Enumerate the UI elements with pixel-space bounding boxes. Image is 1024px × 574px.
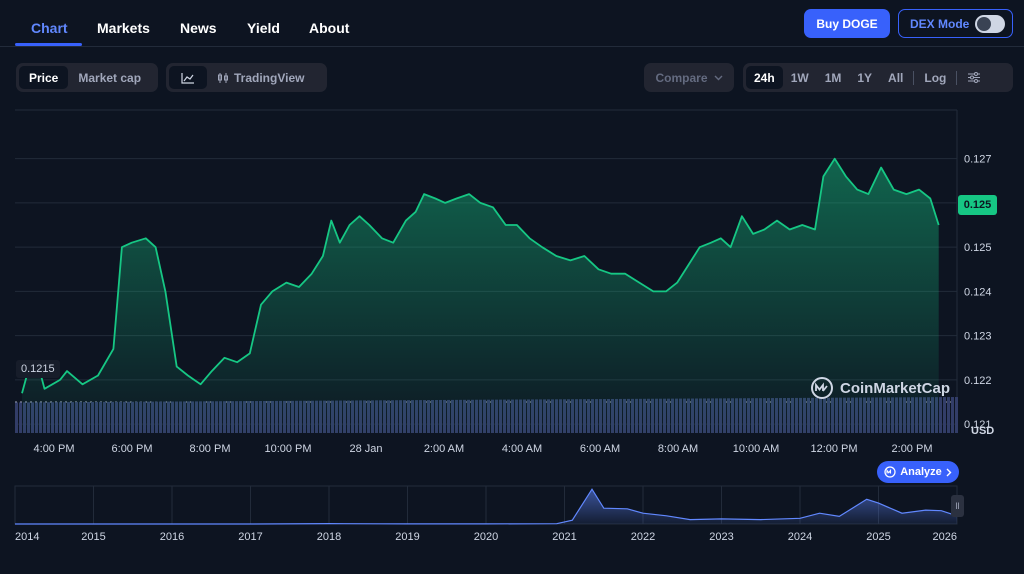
x-tick-label: 12:00 PM (810, 443, 857, 455)
mini-x-tick-label: 2015 (81, 531, 105, 543)
x-tick-label: 4:00 PM (34, 443, 75, 455)
volume-bar (955, 397, 958, 433)
mini-line (15, 488, 958, 525)
y-tick-label: 0.125 (964, 242, 992, 254)
top-navigation: Chart Markets News Yield About Buy DOGE … (0, 0, 1024, 47)
line-chart-button[interactable] (169, 66, 207, 89)
chevron-down-icon (714, 75, 722, 80)
time-range-selector: 24h 1W 1M 1Y All Log (743, 63, 1013, 92)
dex-mode-toggle[interactable]: DEX Mode (898, 9, 1013, 38)
x-tick-label: 2:00 PM (892, 443, 933, 455)
analyze-label: Analyze (900, 466, 942, 478)
mini-x-tick-label: 2020 (474, 531, 498, 543)
volume-bar (15, 402, 18, 433)
volume-bar (19, 402, 22, 433)
volume-bar (951, 397, 954, 433)
coinmarketcap-logo-icon (884, 466, 896, 478)
range-24h[interactable]: 24h (746, 66, 783, 89)
x-tick-label: 2:00 AM (424, 443, 464, 455)
coinmarketcap-watermark: CoinMarketCap (810, 376, 950, 400)
mini-x-tick-label: 2026 (933, 531, 957, 543)
mini-x-tick-label: 2024 (788, 531, 812, 543)
line-chart-icon (181, 72, 194, 84)
y-tick-label: 0.127 (964, 154, 992, 166)
range-1w[interactable]: 1W (790, 70, 809, 85)
x-tick-label: 10:00 PM (264, 443, 311, 455)
y-tick-label: 0.123 (964, 331, 992, 343)
mini-x-tick-label: 2022 (631, 531, 655, 543)
analyze-button[interactable]: Analyze (877, 461, 959, 483)
log-scale-button[interactable]: Log (924, 70, 947, 85)
price-marketcap-toggle: Price Market cap (16, 63, 158, 92)
open-price-tag: 0.1215 (16, 360, 60, 378)
mini-x-tick-label: 2016 (160, 531, 184, 543)
price-option[interactable]: Price (19, 66, 69, 89)
tradingview-label: TradingView (234, 70, 305, 85)
range-drag-handle[interactable]: ll (951, 495, 964, 517)
chart-style-toggle: TradingView (166, 63, 327, 92)
market-cap-option[interactable]: Market cap (78, 70, 142, 85)
compare-dropdown[interactable]: Compare (644, 63, 734, 92)
price-area (22, 158, 939, 433)
volume-bar (943, 397, 946, 433)
compare-label: Compare (655, 70, 708, 85)
volume-bar (939, 397, 942, 433)
range-1m[interactable]: 1M (824, 70, 842, 85)
active-tab-indicator (15, 43, 82, 46)
mini-x-tick-label: 2021 (552, 531, 576, 543)
toggle-knob (977, 17, 991, 31)
x-tick-label: 6:00 PM (112, 443, 153, 455)
y-tick-label: 0.124 (964, 286, 992, 298)
x-tick-label: 10:00 AM (733, 443, 779, 455)
x-tick-label: 6:00 AM (580, 443, 620, 455)
mini-x-tick-label: 2025 (866, 531, 890, 543)
coinmarketcap-logo-icon (811, 377, 833, 399)
tab-news[interactable]: News (180, 20, 217, 36)
mini-x-tick-label: 2018 (317, 531, 341, 543)
y-tick-label: 0.121 (964, 419, 992, 431)
price-line (21, 157, 940, 394)
divider (913, 70, 915, 85)
divider (956, 70, 958, 85)
tab-about[interactable]: About (309, 20, 350, 36)
sliders-icon (968, 72, 981, 83)
tab-markets[interactable]: Markets (97, 20, 150, 36)
x-tick-label: 8:00 PM (190, 443, 231, 455)
mini-x-tick-label: 2014 (15, 531, 39, 543)
buy-doge-button[interactable]: Buy DOGE (804, 9, 890, 38)
x-tick-label: 4:00 AM (502, 443, 542, 455)
chevron-right-icon (946, 468, 952, 476)
tradingview-button[interactable]: TradingView (207, 66, 314, 89)
candlestick-icon (218, 72, 228, 83)
mini-area (15, 489, 957, 524)
range-1y[interactable]: 1Y (857, 70, 873, 85)
current-price-tag: 0.125 (958, 195, 997, 215)
watermark-text: CoinMarketCap (840, 379, 951, 397)
chart-settings-button[interactable] (959, 66, 989, 89)
mini-x-tick-label: 2017 (238, 531, 262, 543)
dex-mode-label: DEX Mode (910, 16, 970, 31)
y-tick-label: 0.122 (964, 375, 992, 387)
currency-label: USD (971, 425, 995, 437)
x-tick-label: 28 Jan (349, 443, 382, 455)
tab-chart[interactable]: Chart (31, 20, 68, 36)
mini-x-tick-label: 2019 (395, 531, 419, 543)
volume-bar (947, 397, 950, 433)
tab-yield[interactable]: Yield (247, 20, 280, 36)
mini-x-tick-label: 2023 (709, 531, 733, 543)
range-all[interactable]: All (888, 70, 904, 85)
x-tick-label: 8:00 AM (658, 443, 698, 455)
toggle-switch[interactable] (975, 15, 1005, 33)
